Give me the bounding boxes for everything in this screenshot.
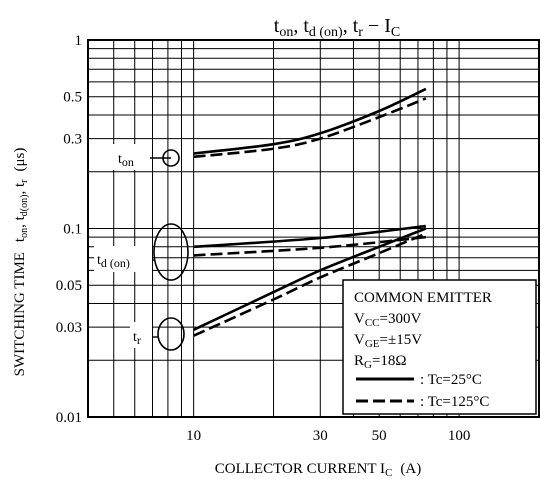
y-tick-label: 0.5 <box>63 90 82 106</box>
y-axis-label: SWITCHING TIMEton, td(on), tr(μs) <box>12 148 30 377</box>
series-line-ton-25c <box>193 87 427 155</box>
tdon-label: td (on) <box>97 253 130 270</box>
tdon-ellipse <box>153 223 189 281</box>
series-line-tr-125c <box>193 232 427 337</box>
ton-label-bg <box>113 144 149 170</box>
x-tick-label: 30 <box>313 428 328 444</box>
y-tick-label: 0.05 <box>56 278 82 294</box>
series-line-tdon-125c <box>193 235 427 257</box>
series-line-ton-125c <box>193 97 427 159</box>
x-tick-label: 100 <box>448 428 471 444</box>
tr-label-bg <box>130 322 152 348</box>
legend-vcc: VCC=300V <box>354 311 421 329</box>
x-axis-label: COLLECTOR CURRENT IC (A) <box>215 461 421 479</box>
tr-ellipse <box>157 317 185 351</box>
y-tick-label: 0.3 <box>63 132 82 148</box>
legend-box <box>342 279 537 415</box>
legend-vge: VGE=±15V <box>354 332 422 350</box>
x-tick-label: 10 <box>186 428 201 444</box>
tr-label: tr <box>133 330 141 347</box>
chart-title: ton, td (on), tr − IC <box>274 15 400 40</box>
tick-labels: 10 30 50 100 0.01 0.03 0.05 0.1 0.3 0.5 1 <box>56 33 471 444</box>
curves <box>193 87 427 337</box>
plot-frame <box>87 39 540 418</box>
legend-common-emitter: COMMON EMITTER <box>354 290 492 306</box>
series-line-tdon-25c <box>193 224 427 249</box>
y-tick-label: 1 <box>75 33 83 49</box>
series-line-tr-25c <box>193 227 427 331</box>
x-tick-label: 50 <box>372 428 387 444</box>
legend-rg: RG=18Ω <box>354 353 407 371</box>
y-tick-label: 0.01 <box>56 410 82 426</box>
ton-label: ton <box>118 152 134 169</box>
tdon-label-bg <box>94 246 152 272</box>
y-tick-label: 0.03 <box>56 320 82 336</box>
legend-25c: : Tc=25°C <box>420 372 482 388</box>
legend-125c: : Tc=125°C <box>420 394 489 410</box>
y-tick-label: 0.1 <box>63 222 82 238</box>
